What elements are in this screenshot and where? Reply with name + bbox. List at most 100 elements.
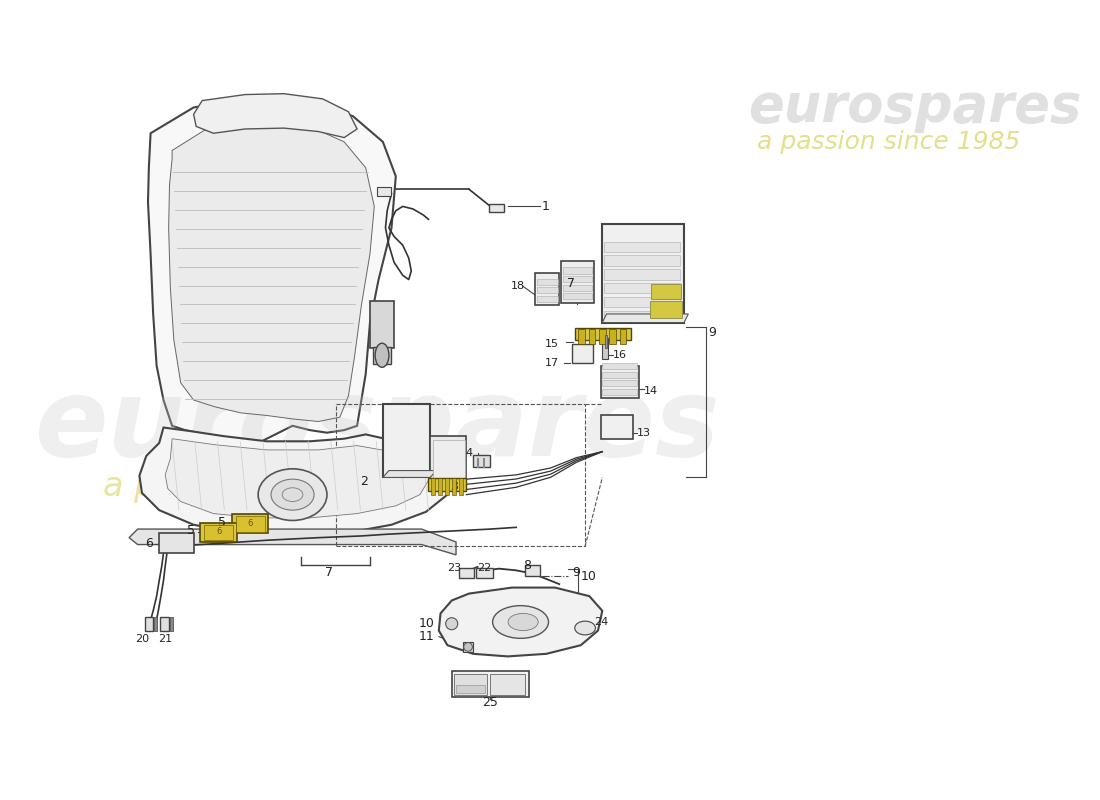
Bar: [650, 301, 682, 318]
Ellipse shape: [258, 469, 327, 521]
Bar: [370, 301, 394, 348]
Bar: [603, 372, 637, 378]
Text: 6: 6: [217, 527, 222, 536]
Bar: [491, 674, 525, 695]
Text: 4: 4: [465, 448, 473, 458]
Bar: [169, 617, 173, 630]
Bar: [609, 329, 616, 344]
Bar: [537, 296, 558, 302]
Polygon shape: [168, 123, 374, 422]
Text: 11: 11: [419, 630, 435, 643]
Text: 24: 24: [594, 617, 608, 627]
Polygon shape: [439, 587, 603, 657]
Bar: [473, 455, 491, 467]
Text: 13: 13: [637, 428, 651, 438]
Text: 9: 9: [572, 566, 580, 578]
Bar: [598, 329, 606, 344]
Text: 25: 25: [483, 696, 498, 710]
Bar: [605, 335, 607, 348]
Polygon shape: [140, 427, 456, 536]
Bar: [579, 329, 585, 344]
Bar: [603, 389, 637, 395]
Bar: [429, 478, 466, 491]
Bar: [604, 242, 680, 252]
Bar: [454, 674, 487, 695]
Bar: [572, 344, 593, 363]
Bar: [563, 267, 592, 274]
Text: 9: 9: [708, 326, 716, 339]
Text: 1: 1: [542, 200, 550, 213]
Bar: [604, 297, 680, 307]
Text: 21: 21: [158, 634, 173, 644]
Text: 3: 3: [450, 479, 459, 493]
Ellipse shape: [493, 606, 549, 638]
Bar: [154, 617, 157, 630]
Polygon shape: [603, 314, 689, 322]
Bar: [603, 363, 637, 369]
Bar: [383, 404, 430, 478]
Text: 15: 15: [546, 339, 559, 349]
Bar: [444, 478, 449, 494]
Bar: [459, 568, 474, 578]
Bar: [431, 478, 436, 494]
Polygon shape: [194, 94, 358, 138]
Text: 5: 5: [187, 524, 196, 538]
Bar: [588, 329, 595, 344]
Text: 18: 18: [510, 282, 525, 291]
Bar: [575, 328, 630, 340]
Bar: [604, 255, 680, 266]
Ellipse shape: [575, 621, 595, 635]
Text: 6: 6: [248, 519, 253, 529]
Text: 7: 7: [568, 278, 575, 290]
Bar: [463, 642, 473, 652]
Bar: [438, 478, 442, 494]
Bar: [373, 346, 392, 364]
Bar: [459, 478, 463, 494]
Circle shape: [464, 642, 472, 651]
Bar: [563, 285, 592, 290]
Bar: [537, 278, 558, 285]
Ellipse shape: [508, 614, 538, 630]
Bar: [204, 525, 233, 540]
Bar: [452, 671, 529, 697]
Text: a passion since 1985: a passion since 1985: [757, 130, 1021, 154]
Text: 17: 17: [546, 358, 559, 368]
Bar: [601, 414, 634, 438]
Bar: [603, 224, 684, 322]
Text: 23: 23: [448, 562, 461, 573]
Text: 8: 8: [524, 558, 531, 572]
Text: 16: 16: [613, 350, 627, 360]
Bar: [561, 262, 594, 302]
Bar: [377, 187, 390, 196]
Bar: [336, 404, 585, 546]
Bar: [476, 568, 493, 578]
Polygon shape: [383, 470, 437, 478]
Text: 6: 6: [145, 537, 153, 550]
Bar: [144, 617, 153, 630]
Text: 10: 10: [419, 618, 435, 630]
Bar: [200, 523, 236, 542]
Polygon shape: [129, 529, 456, 555]
Bar: [563, 294, 592, 299]
Text: 20: 20: [135, 634, 149, 644]
Bar: [604, 283, 680, 294]
Bar: [430, 436, 466, 483]
Bar: [452, 478, 456, 494]
Text: eurospares: eurospares: [34, 373, 719, 479]
Text: 5: 5: [218, 516, 227, 529]
Text: 7: 7: [324, 566, 332, 578]
Text: 10: 10: [581, 570, 596, 583]
Polygon shape: [165, 438, 430, 518]
Text: eurospares: eurospares: [749, 82, 1082, 134]
Bar: [603, 380, 637, 386]
Bar: [488, 204, 504, 213]
Bar: [525, 566, 540, 575]
Bar: [604, 310, 680, 321]
Bar: [604, 270, 680, 279]
Ellipse shape: [271, 479, 315, 510]
Bar: [536, 273, 559, 306]
Bar: [456, 685, 485, 694]
Text: 2: 2: [361, 475, 368, 488]
Polygon shape: [148, 99, 396, 443]
Bar: [651, 284, 681, 299]
